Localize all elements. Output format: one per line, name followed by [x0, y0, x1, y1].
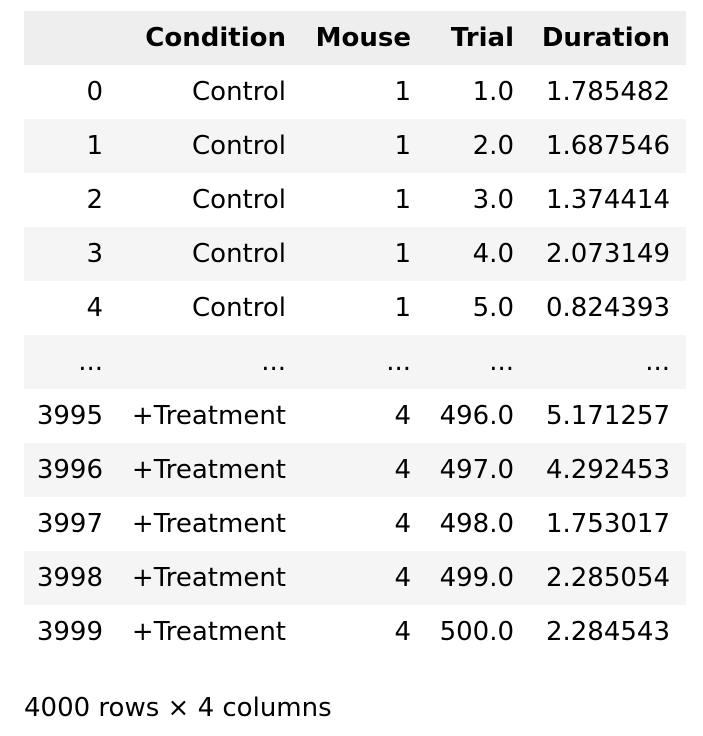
cell-condition: +Treatment: [131, 617, 286, 647]
cell-condition: Control: [192, 77, 286, 107]
dataframe-table: Condition Mouse Trial Duration 0 Control…: [24, 11, 686, 659]
cell-condition: Control: [192, 239, 286, 269]
cell-condition: Control: [192, 293, 286, 323]
cell-trial: 496.0: [439, 401, 514, 431]
cell-condition: +Treatment: [131, 563, 286, 593]
cell-mouse: 1: [394, 293, 411, 323]
cell-mouse: 1: [394, 131, 411, 161]
cell-trial: 5.0: [472, 293, 514, 323]
cell-trial: 498.0: [439, 509, 514, 539]
table-row: 3996 +Treatment 4 497.0 4.292453: [24, 443, 686, 497]
cell-duration: 2.285054: [545, 563, 670, 593]
cell-trial: 500.0: [439, 617, 514, 647]
table-row: 3999 +Treatment 4 500.0 2.284543: [24, 605, 686, 659]
cell-mouse: 4: [394, 401, 411, 431]
header-index: [24, 11, 104, 65]
table-header: Condition Mouse Trial Duration: [24, 11, 686, 65]
cell-condition: Control: [192, 131, 286, 161]
table-row: 2 Control 1 3.0 1.374414: [24, 173, 686, 227]
row-index: 2: [86, 185, 103, 215]
table-row: 4 Control 1 5.0 0.824393: [24, 281, 686, 335]
table-row: 1 Control 1 2.0 1.687546: [24, 119, 686, 173]
row-index: ...: [78, 347, 103, 377]
row-index: 3998: [36, 563, 103, 593]
row-index: 3996: [36, 455, 103, 485]
cell-condition: +Treatment: [131, 401, 286, 431]
cell-mouse: 1: [394, 239, 411, 269]
cell-trial: 3.0: [472, 185, 514, 215]
cell-duration: 2.284543: [545, 617, 670, 647]
cell-duration: 1.753017: [545, 509, 670, 539]
cell-duration: ...: [645, 347, 670, 377]
row-index: 3: [86, 239, 103, 269]
cell-condition: +Treatment: [131, 509, 286, 539]
table-row: 0 Control 1 1.0 1.785482: [24, 65, 686, 119]
row-index: 1: [86, 131, 103, 161]
table-row: 3995 +Treatment 4 496.0 5.171257: [24, 389, 686, 443]
row-index: 4: [86, 293, 103, 323]
ellipsis-row: ... ... ... ... ...: [24, 335, 686, 389]
cell-duration: 1.374414: [545, 185, 670, 215]
cell-trial: 499.0: [439, 563, 514, 593]
cell-mouse: 4: [394, 509, 411, 539]
cell-duration: 4.292453: [545, 455, 670, 485]
cell-mouse: ...: [386, 347, 411, 377]
row-index: 3995: [36, 401, 103, 431]
cell-trial: 497.0: [439, 455, 514, 485]
cell-mouse: 1: [394, 185, 411, 215]
header-mouse: Mouse: [286, 11, 411, 65]
cell-duration: 5.171257: [545, 401, 670, 431]
cell-duration: 1.785482: [545, 77, 670, 107]
cell-duration: 1.687546: [545, 131, 670, 161]
cell-mouse: 4: [394, 455, 411, 485]
cell-trial: 2.0: [472, 131, 514, 161]
cell-condition: Control: [192, 185, 286, 215]
header-trial: Trial: [411, 11, 514, 65]
header-row: Condition Mouse Trial Duration: [24, 11, 686, 65]
header-duration: Duration: [514, 11, 686, 65]
cell-duration: 2.073149: [545, 239, 670, 269]
cell-mouse: 1: [394, 77, 411, 107]
cell-trial: ...: [489, 347, 514, 377]
cell-condition: ...: [261, 347, 286, 377]
cell-mouse: 4: [394, 563, 411, 593]
cell-mouse: 4: [394, 617, 411, 647]
cell-condition: +Treatment: [131, 455, 286, 485]
cell-trial: 1.0: [472, 77, 514, 107]
table-row: 3997 +Treatment 4 498.0 1.753017: [24, 497, 686, 551]
table-row: 3 Control 1 4.0 2.073149: [24, 227, 686, 281]
table-row: 3998 +Treatment 4 499.0 2.285054: [24, 551, 686, 605]
header-condition: Condition: [104, 11, 286, 65]
row-index: 3999: [36, 617, 103, 647]
cell-trial: 4.0: [472, 239, 514, 269]
table-body: 0 Control 1 1.0 1.785482 1 Control 1 2.0…: [24, 65, 686, 659]
cell-duration: 0.824393: [545, 293, 670, 323]
row-index: 0: [86, 77, 103, 107]
table-shape-caption: 4000 rows × 4 columns: [24, 693, 332, 723]
row-index: 3997: [36, 509, 103, 539]
